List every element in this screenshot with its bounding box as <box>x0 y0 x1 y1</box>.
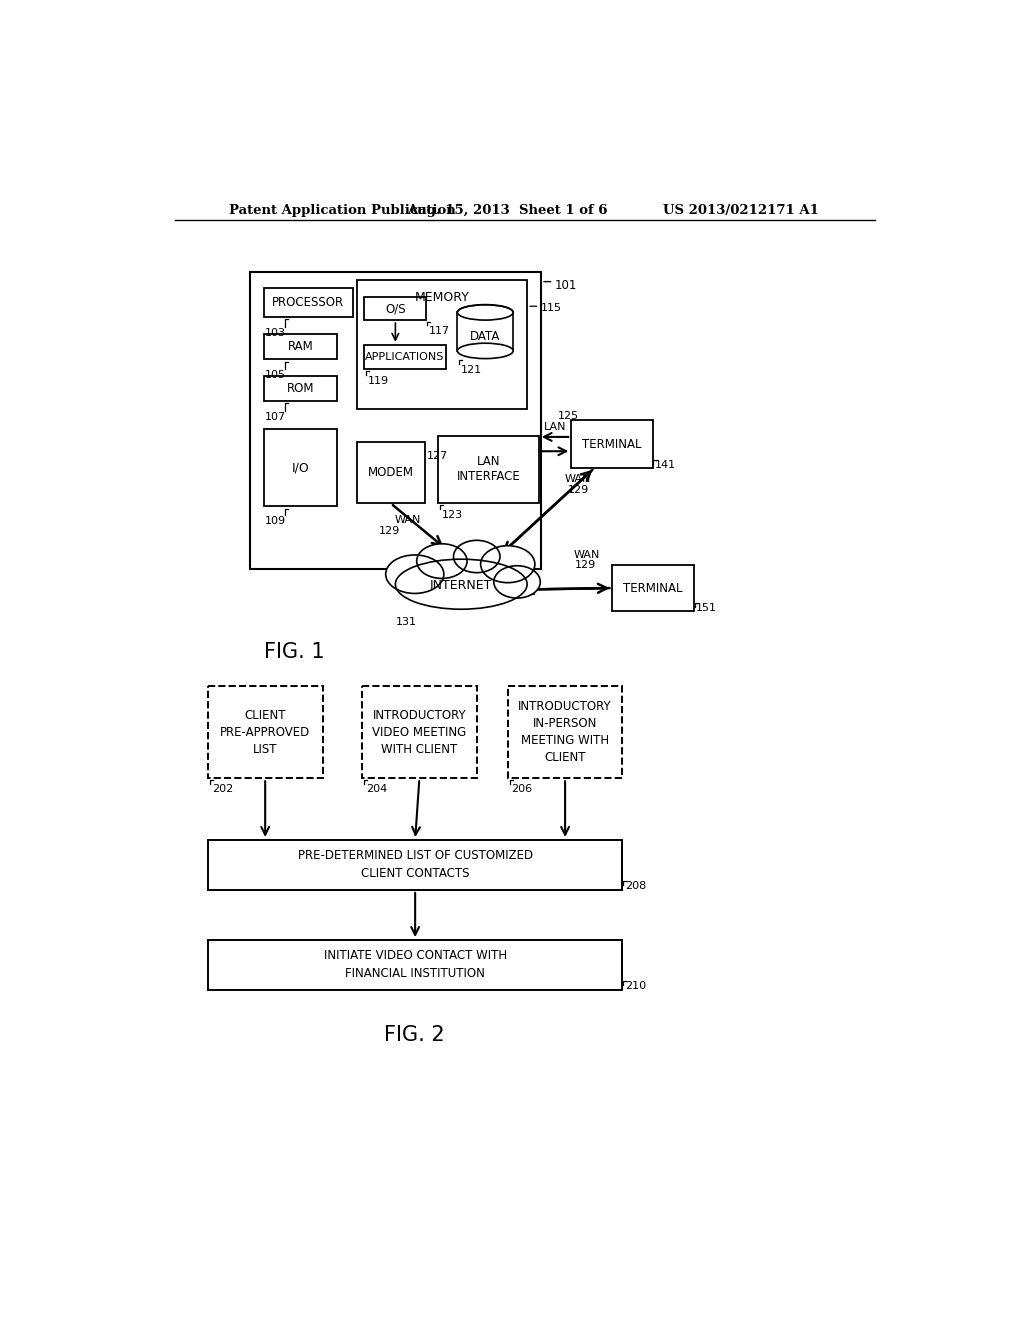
Text: WAN: WAN <box>565 474 592 484</box>
FancyBboxPatch shape <box>571 420 652 469</box>
Text: LAN
INTERFACE: LAN INTERFACE <box>457 455 520 483</box>
Text: 131: 131 <box>395 616 417 627</box>
Text: RAM: RAM <box>288 341 313 354</box>
Text: 208: 208 <box>625 880 646 891</box>
Text: MEMORY: MEMORY <box>415 290 469 304</box>
FancyBboxPatch shape <box>365 345 445 370</box>
Text: 105: 105 <box>265 370 286 380</box>
Text: APPLICATIONS: APPLICATIONS <box>366 352 444 362</box>
Text: US 2013/0212171 A1: US 2013/0212171 A1 <box>663 205 818 218</box>
FancyBboxPatch shape <box>208 940 623 990</box>
Text: LAN: LAN <box>544 422 566 432</box>
Text: 127: 127 <box>427 451 449 461</box>
FancyBboxPatch shape <box>365 297 426 321</box>
Text: PRE-DETERMINED LIST OF CUSTOMIZED
CLIENT CONTACTS: PRE-DETERMINED LIST OF CUSTOMIZED CLIENT… <box>298 849 532 880</box>
Text: 151: 151 <box>696 603 717 614</box>
Text: 202: 202 <box>212 784 232 795</box>
Text: 109: 109 <box>265 516 287 525</box>
Text: FIG. 2: FIG. 2 <box>384 1024 445 1044</box>
FancyBboxPatch shape <box>612 565 693 611</box>
FancyBboxPatch shape <box>208 686 323 779</box>
Text: MODEM: MODEM <box>368 466 414 479</box>
Text: INITIATE VIDEO CONTACT WITH
FINANCIAL INSTITUTION: INITIATE VIDEO CONTACT WITH FINANCIAL IN… <box>324 949 507 981</box>
Text: 129: 129 <box>575 560 596 570</box>
Text: DATA: DATA <box>470 330 501 343</box>
Text: 121: 121 <box>461 364 481 375</box>
Text: Aug. 15, 2013  Sheet 1 of 6: Aug. 15, 2013 Sheet 1 of 6 <box>407 205 607 218</box>
Text: INTRODUCTORY
IN-PERSON
MEETING WITH
CLIENT: INTRODUCTORY IN-PERSON MEETING WITH CLIE… <box>518 700 612 764</box>
Text: 204: 204 <box>366 784 387 795</box>
Text: INTRODUCTORY
VIDEO MEETING
WITH CLIENT: INTRODUCTORY VIDEO MEETING WITH CLIENT <box>373 709 467 755</box>
FancyBboxPatch shape <box>438 436 539 503</box>
Text: 129: 129 <box>379 527 400 536</box>
Text: 123: 123 <box>442 510 463 520</box>
FancyBboxPatch shape <box>263 429 337 507</box>
Ellipse shape <box>458 305 513 321</box>
Text: 119: 119 <box>368 376 388 385</box>
Text: WAN: WAN <box>573 549 600 560</box>
FancyBboxPatch shape <box>251 272 541 569</box>
Text: 107: 107 <box>265 412 287 421</box>
Text: 117: 117 <box>429 326 450 337</box>
Text: 125: 125 <box>557 411 579 421</box>
FancyBboxPatch shape <box>263 376 337 401</box>
FancyBboxPatch shape <box>208 840 623 890</box>
Text: 129: 129 <box>568 484 590 495</box>
FancyBboxPatch shape <box>356 280 527 409</box>
Text: TERMINAL: TERMINAL <box>583 437 642 450</box>
Text: 101: 101 <box>555 279 578 292</box>
Ellipse shape <box>386 554 443 594</box>
Text: WAN: WAN <box>394 515 421 525</box>
Text: 115: 115 <box>541 304 562 313</box>
Text: 206: 206 <box>512 784 532 795</box>
Text: Patent Application Publication: Patent Application Publication <box>228 205 456 218</box>
Text: 141: 141 <box>655 461 676 470</box>
FancyBboxPatch shape <box>458 313 513 351</box>
FancyBboxPatch shape <box>508 686 623 779</box>
Text: INTERNET: INTERNET <box>430 579 493 593</box>
Ellipse shape <box>480 545 535 582</box>
Text: FIG. 1: FIG. 1 <box>263 642 325 661</box>
Text: ROM: ROM <box>287 381 314 395</box>
Text: I/O: I/O <box>292 462 309 474</box>
FancyBboxPatch shape <box>362 686 477 779</box>
Text: O/S: O/S <box>385 302 406 315</box>
Ellipse shape <box>417 544 467 578</box>
Text: TERMINAL: TERMINAL <box>624 582 683 594</box>
Text: PROCESSOR: PROCESSOR <box>272 296 344 309</box>
FancyBboxPatch shape <box>263 288 352 317</box>
FancyBboxPatch shape <box>356 442 425 503</box>
Ellipse shape <box>395 560 527 610</box>
Text: 103: 103 <box>265 327 286 338</box>
Ellipse shape <box>458 343 513 359</box>
FancyBboxPatch shape <box>263 334 337 359</box>
Text: 210: 210 <box>625 981 646 991</box>
Ellipse shape <box>454 540 500 573</box>
Ellipse shape <box>494 566 541 598</box>
Text: CLIENT
PRE-APPROVED
LIST: CLIENT PRE-APPROVED LIST <box>220 709 310 755</box>
